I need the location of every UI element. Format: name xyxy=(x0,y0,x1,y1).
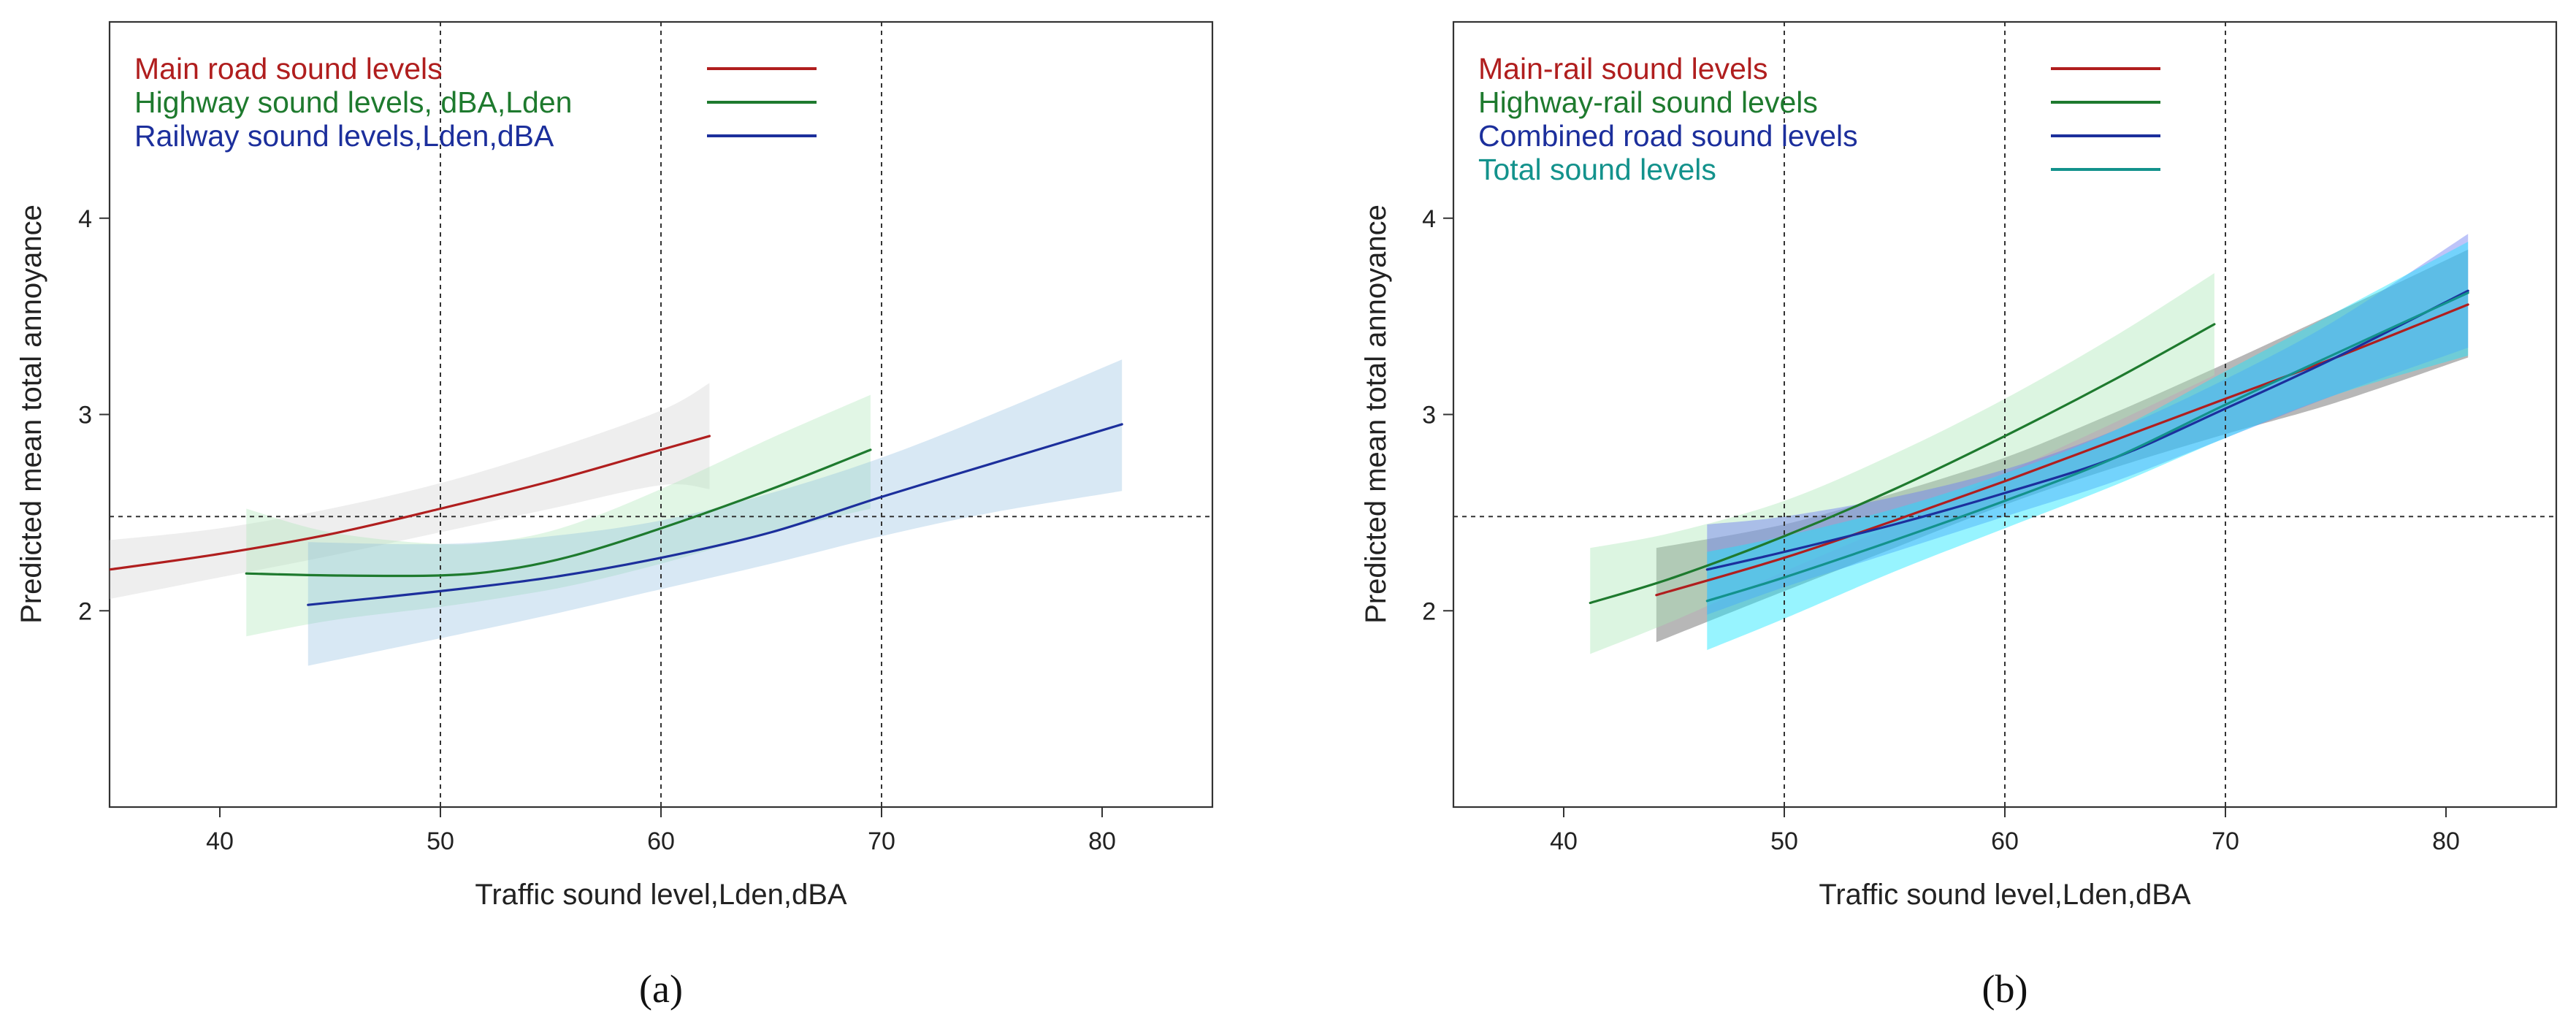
x-tick-label-b-60: 60 xyxy=(1991,827,2019,855)
y-tick-label-a-4: 4 xyxy=(78,205,92,233)
y-axis-label-a: Predicted mean total annoyance xyxy=(15,205,47,624)
x-tick-label-a-80: 80 xyxy=(1088,827,1116,855)
legend-entry-b-2: Combined road sound levels xyxy=(1478,119,1858,153)
x-tick-label-b-40: 40 xyxy=(1550,827,1578,855)
x-tick-label-a-70: 70 xyxy=(868,827,895,855)
y-tick-label-b-2: 2 xyxy=(1422,597,1436,625)
y-tick-label-a-3: 3 xyxy=(78,402,92,429)
series-line-a-1 xyxy=(245,448,872,578)
y-tick-label-a-2: 2 xyxy=(78,597,92,625)
x-tick-label-a-40: 40 xyxy=(206,827,234,855)
confidence-band-a-0 xyxy=(110,383,710,600)
legend-entry-b-0: Main-rail sound levels xyxy=(1478,52,1768,85)
ticks-a: 40 50 60 70 80 2 3 4 xyxy=(78,205,1116,855)
confidence-band-a-2 xyxy=(307,359,1123,666)
legend-entry-b-1: Highway-rail sound levels xyxy=(1478,85,1818,119)
series-line-a-0 xyxy=(110,435,711,571)
series-line-b-3 xyxy=(1705,291,2469,603)
panel-b: 40 50 60 70 80 2 3 4 Main-rail sound levelsHigh… xyxy=(1360,20,2558,1011)
caption-b: (b) xyxy=(1982,967,2028,1011)
x-tick-label-b-80: 80 xyxy=(2432,827,2460,855)
x-tick-label-a-50: 50 xyxy=(427,827,454,855)
legend-entry-a-0: Main road sound levels xyxy=(134,52,443,85)
panel-a: 40 50 60 70 80 2 3 4 Main road sound levelsHigh… xyxy=(15,20,1214,1011)
confidence-band-b-1 xyxy=(1590,273,2214,654)
legend-entry-b-3: Total sound levels xyxy=(1478,153,1716,186)
x-tick-label-a-60: 60 xyxy=(647,827,675,855)
legend-entry-a-1: Highway sound levels, dBA,Lden xyxy=(134,85,572,119)
x-axis-label-b: Traffic sound level,Lden,dBA xyxy=(1819,879,2191,911)
y-tick-label-b-4: 4 xyxy=(1422,205,1436,233)
series-line-b-1 xyxy=(1589,323,2216,605)
caption-a: (a) xyxy=(639,967,683,1011)
ticks-b: 40 50 60 70 80 2 3 4 xyxy=(1422,205,2460,855)
confidence-band-b-0 xyxy=(1656,249,2469,643)
x-tick-label-b-70: 70 xyxy=(2212,827,2239,855)
legend-entry-a-2: Railway sound levels,Lden,dBA xyxy=(134,119,554,153)
series-lines-a xyxy=(110,423,1123,606)
confidence-band-b-3 xyxy=(1707,242,2469,650)
series-line-b-2 xyxy=(1705,289,2469,571)
y-axis-label-b: Predicted mean total annoyance xyxy=(1360,205,1392,624)
x-axis-label-a: Traffic sound level,Lden,dBA xyxy=(475,879,847,911)
x-tick-label-b-50: 50 xyxy=(1770,827,1798,855)
y-tick-label-b-3: 3 xyxy=(1422,402,1436,429)
series-line-a-2 xyxy=(307,423,1123,606)
series-lines-b xyxy=(1589,289,2469,605)
